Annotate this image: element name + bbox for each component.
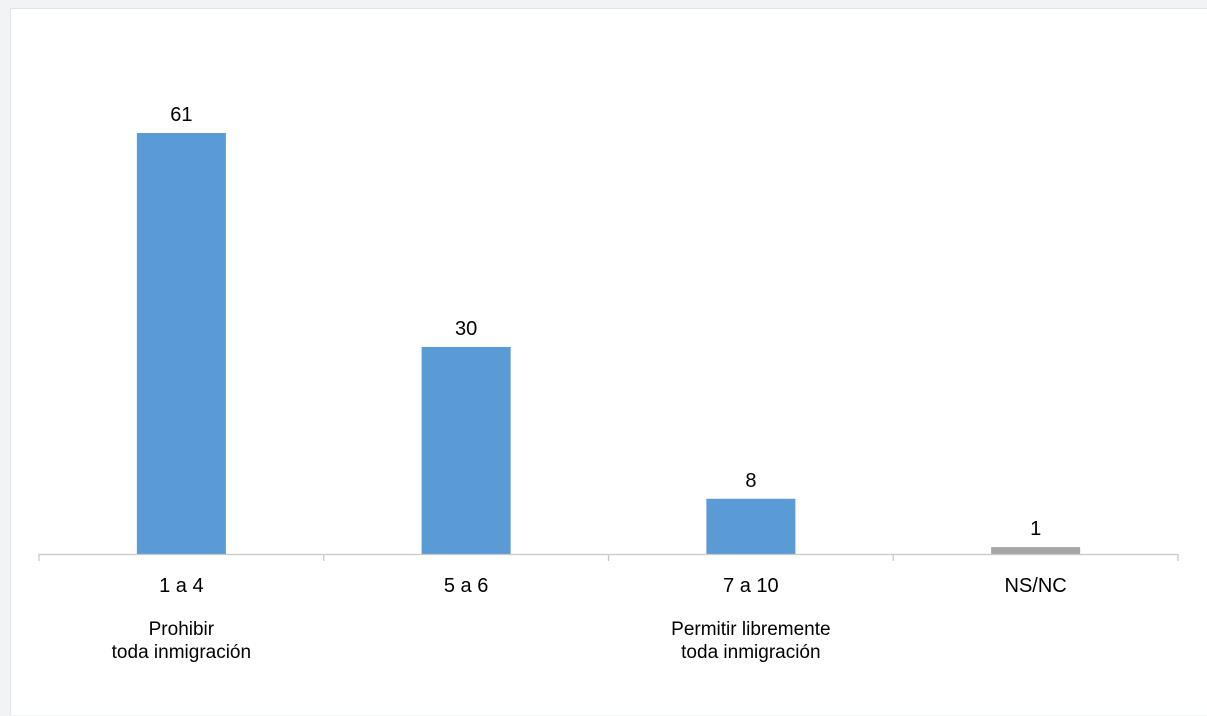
bars-group [136,133,1081,554]
x-tick-label: 5 a 6 [444,575,488,597]
data-label: 61 [170,104,192,126]
bar [421,346,511,554]
category-description: Prohibir [149,619,215,640]
category-description: Permitir libremente [671,619,830,640]
bar [706,498,796,554]
x-tick-label: 1 a 4 [159,575,203,597]
x-tick-label: NS/NC [1005,575,1067,597]
data-label: 1 [1030,518,1041,540]
data-label: 30 [455,318,477,340]
x-tick-label: 7 a 10 [723,575,779,597]
x-axis [38,553,1179,561]
bar [136,133,226,554]
category-description: toda inmigración [112,642,251,663]
data-label: 8 [745,470,756,492]
bar [991,547,1081,554]
category-description: toda inmigración [681,642,820,663]
